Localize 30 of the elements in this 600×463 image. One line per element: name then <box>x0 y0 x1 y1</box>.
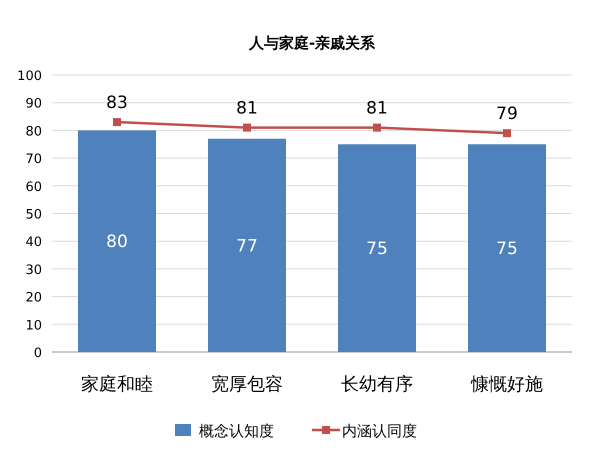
point <box>373 124 381 132</box>
y-tick-label: 60 <box>25 180 42 195</box>
title: 人与家庭-亲戚关系 <box>248 34 376 52</box>
data-label: 79 <box>496 104 518 124</box>
point <box>243 124 251 132</box>
point <box>503 129 511 138</box>
y-tick-label: 80 <box>25 124 42 140</box>
data-label: 75 <box>496 239 518 260</box>
legend-label: 内涵认同度 <box>342 422 417 440</box>
y-tick-label: 90 <box>25 96 42 112</box>
y-tick-label: 0 <box>34 346 42 361</box>
y-tick-label: 50 <box>25 208 42 222</box>
legend-label: 概念认知度 <box>199 422 274 440</box>
x-tick-label: 家庭和睦 <box>81 374 153 395</box>
y-tick-label: 70 <box>25 152 42 168</box>
y-tick-label: 100 <box>17 69 42 84</box>
data-label: 80 <box>106 232 128 252</box>
x-tick-label: 宽厚包容 <box>211 374 283 395</box>
y-tick-label: 10 <box>25 318 42 334</box>
data-label: 77 <box>236 236 258 256</box>
data-label: 75 <box>366 239 388 260</box>
y-tick-label: 30 <box>25 262 42 278</box>
point <box>113 118 121 126</box>
y-tick-label: 20 <box>25 290 42 306</box>
data-label: 83 <box>106 93 128 114</box>
x-tick-label: 慷慨好施 <box>470 374 543 395</box>
x-tick-label: 长幼有序 <box>341 374 413 395</box>
data-label: 81 <box>366 98 388 119</box>
data-label: 81 <box>236 98 258 119</box>
y-tick-label: 40 <box>25 235 42 250</box>
